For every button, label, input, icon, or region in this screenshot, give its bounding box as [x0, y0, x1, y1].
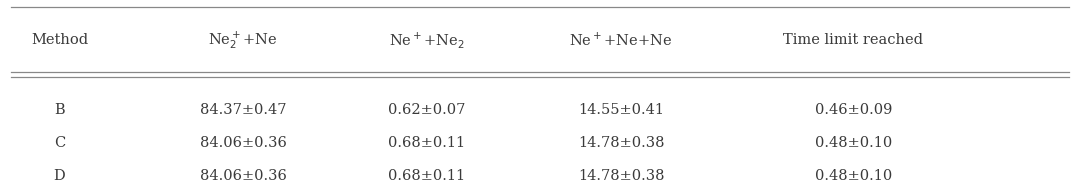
Text: 0.46±0.09: 0.46±0.09 — [814, 103, 892, 117]
Text: 0.68±0.11: 0.68±0.11 — [388, 169, 465, 183]
Text: 14.78±0.38: 14.78±0.38 — [578, 136, 664, 150]
Text: 0.68±0.11: 0.68±0.11 — [388, 136, 465, 150]
Text: Ne$_2^+$+Ne: Ne$_2^+$+Ne — [208, 29, 278, 51]
Text: Time limit reached: Time limit reached — [783, 33, 923, 47]
Text: 0.48±0.10: 0.48±0.10 — [814, 169, 892, 183]
Text: 0.62±0.07: 0.62±0.07 — [388, 103, 465, 117]
Text: 84.37±0.47: 84.37±0.47 — [200, 103, 286, 117]
Text: D: D — [54, 169, 65, 183]
Text: 84.06±0.36: 84.06±0.36 — [200, 136, 286, 150]
Text: 84.06±0.36: 84.06±0.36 — [200, 169, 286, 183]
Text: 0.48±0.10: 0.48±0.10 — [814, 136, 892, 150]
Text: Method: Method — [31, 33, 87, 47]
Text: 14.78±0.38: 14.78±0.38 — [578, 169, 664, 183]
Text: B: B — [54, 103, 65, 117]
Text: 14.55±0.41: 14.55±0.41 — [578, 103, 664, 117]
Text: Ne$^+$+Ne+Ne: Ne$^+$+Ne+Ne — [569, 32, 673, 49]
Text: Ne$^+$+Ne$_2$: Ne$^+$+Ne$_2$ — [389, 30, 464, 50]
Text: C: C — [54, 136, 65, 150]
